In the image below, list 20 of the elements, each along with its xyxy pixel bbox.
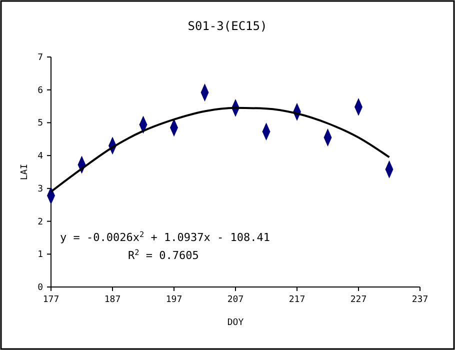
y-tick-label: 2 bbox=[38, 217, 43, 228]
chart-title: S01-3(EC15) bbox=[188, 19, 268, 33]
x-tick-label: 207 bbox=[227, 295, 244, 305]
y-tick-label: 6 bbox=[38, 86, 43, 96]
annotation: y = -0.0026x$^{2}$ + 1.0937x - 108.41 bbox=[60, 230, 270, 244]
x-tick-label: 197 bbox=[166, 295, 182, 305]
y-tick-label: 7 bbox=[38, 53, 43, 63]
x-tick-label: 217 bbox=[288, 295, 306, 305]
x-tick-label: 227 bbox=[350, 295, 367, 305]
y-tick-label: 0 bbox=[38, 283, 43, 293]
x-tick-label: 187 bbox=[104, 295, 121, 305]
y-tick-label: 3 bbox=[38, 184, 43, 194]
y-tick-label: 1 bbox=[38, 250, 43, 260]
y-tick-label: 4 bbox=[38, 152, 43, 162]
y-tick-label: 5 bbox=[38, 118, 43, 129]
y-axis-title: LAI bbox=[20, 164, 30, 180]
x-tick-label: 237 bbox=[412, 295, 428, 305]
x-axis-title: DOY bbox=[227, 318, 244, 328]
x-tick-label: 177 bbox=[42, 295, 60, 305]
annotation: R$^{2}$ = 0.7605 bbox=[128, 248, 199, 262]
